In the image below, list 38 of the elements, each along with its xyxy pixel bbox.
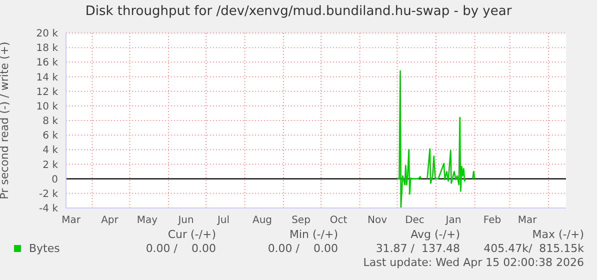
legend-label: Bytes (29, 242, 60, 255)
x-tick-label: Jan (444, 215, 462, 226)
text: Min (-/+) (288, 228, 338, 241)
y-axis-title: Pr second read (-) / write (+) (0, 42, 11, 200)
text: 405.47k/ 815.15k (482, 242, 584, 255)
y-tick-label: 2 k (42, 160, 58, 171)
y-tick-label: 12 k (36, 86, 58, 98)
text: 31.87 / 137.48 (374, 242, 460, 255)
x-tick-label: Sep (292, 215, 310, 226)
text: Last update: Wed Apr 15 02:00:38 2026 (362, 256, 584, 269)
y-tick-label: 4 k (42, 145, 58, 156)
text: Max (-/+) (531, 228, 584, 241)
y-tick-label: 16 k (36, 58, 58, 69)
x-tick-label: Jul (216, 215, 230, 226)
x-tick-label: Mar (62, 215, 82, 226)
y-tick-label: 6 k (42, 130, 58, 142)
y-tick-label: 10 k (36, 101, 58, 112)
x-tick-label: Nov (367, 215, 388, 226)
x-tick-label: May (136, 215, 158, 226)
x-tick-label: Apr (101, 215, 120, 226)
y-tick-label: -4 k (39, 204, 58, 215)
y-tick-label: 8 k (42, 116, 58, 128)
y-tick-label: 20 k (36, 28, 58, 40)
x-tick-label: Jun (177, 215, 194, 226)
y-tick-label: 18 k (36, 43, 58, 54)
x-tick-label: Dec (405, 215, 424, 226)
text: 0.00 / 0.00 (266, 242, 338, 255)
text: Avg (-/+) (410, 228, 460, 241)
y-tick-label: 14 k (36, 72, 58, 84)
y-tick-label: -2 k (39, 188, 58, 200)
x-tick-label: Feb (483, 215, 502, 226)
x-tick-label: Aug (252, 215, 272, 226)
x-tick-label: Mar (518, 215, 538, 226)
x-tick-label: Oct (330, 215, 348, 226)
text: Cur (-/+) (166, 228, 216, 241)
text: 0.00 / 0.00 (144, 242, 216, 255)
y-tick-label: 0 (52, 174, 58, 186)
chart-title: Disk throughput for /dev/xenvg/mud.bundiland.hu-swap - by year (84, 4, 513, 19)
